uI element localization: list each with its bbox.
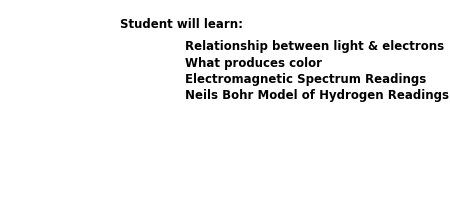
Text: Relationship between light & electrons: Relationship between light & electrons [185, 40, 444, 53]
Text: Student will learn:: Student will learn: [120, 18, 243, 31]
Text: Electromagnetic Spectrum Readings: Electromagnetic Spectrum Readings [185, 73, 426, 86]
Text: What produces color: What produces color [185, 57, 322, 70]
Text: Neils Bohr Model of Hydrogen Readings: Neils Bohr Model of Hydrogen Readings [185, 89, 449, 102]
